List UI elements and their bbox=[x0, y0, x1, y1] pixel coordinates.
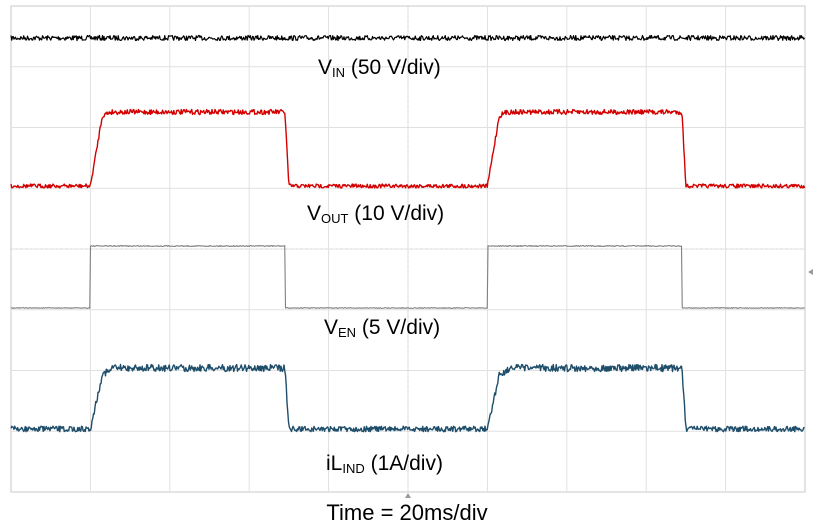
x-axis-label: Time = 20ms/div bbox=[326, 500, 488, 525]
trace-vin bbox=[10, 34, 806, 42]
trace-ven bbox=[10, 244, 805, 309]
series-label-vin: VIN (50 V/div) bbox=[318, 56, 441, 80]
trigger-level-marker bbox=[808, 269, 813, 275]
series-label-vout: VOUT (10 V/div) bbox=[307, 202, 445, 226]
trigger-time-marker bbox=[405, 493, 411, 498]
trace-vout bbox=[10, 108, 806, 189]
traces bbox=[10, 34, 806, 433]
trace-ilind bbox=[10, 363, 805, 433]
series-label-ilind: iLIND (1A/div) bbox=[326, 452, 443, 476]
series-label-ven: VEN (5 V/div) bbox=[324, 316, 441, 340]
